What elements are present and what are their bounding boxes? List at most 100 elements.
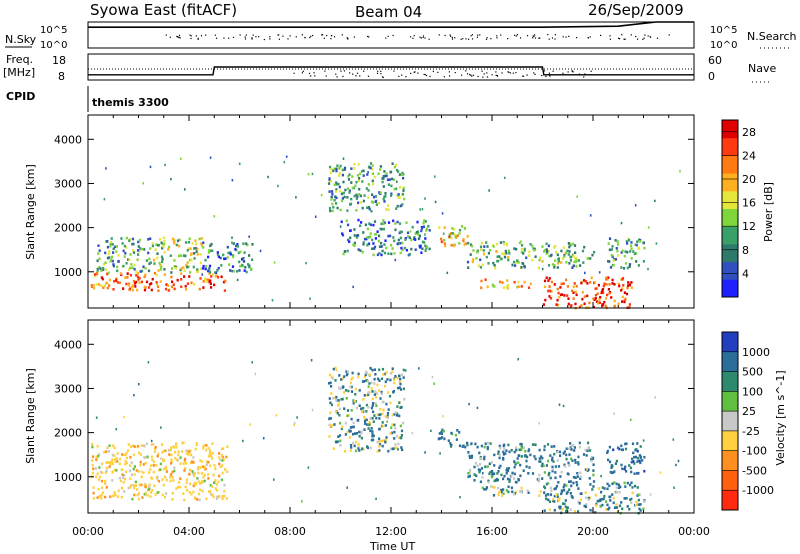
nsearch-dot	[587, 37, 589, 39]
nave-dot	[414, 71, 416, 73]
echo-cell	[634, 204, 637, 207]
echo-cell	[574, 251, 577, 254]
nave-dot	[308, 72, 311, 75]
echo-cell	[329, 381, 332, 385]
echo-cell	[348, 189, 351, 193]
echo-cell	[622, 284, 625, 287]
echo-cell	[154, 248, 157, 251]
echo-cell	[369, 367, 372, 370]
echo-cell	[458, 431, 461, 434]
echo-cell	[528, 250, 531, 254]
echo-cell	[637, 264, 640, 267]
nsearch-dot	[538, 37, 540, 39]
velocity-colorbar-tick-label: -25	[742, 425, 760, 438]
echo-cell	[574, 476, 577, 479]
echo-cell	[424, 451, 426, 454]
echo-cell	[399, 436, 402, 440]
echo-cell	[194, 497, 197, 500]
echo-cell	[503, 255, 507, 259]
echo-cell	[214, 479, 217, 482]
echo-cell	[377, 172, 380, 175]
nsearch-dot	[258, 36, 260, 38]
echo-cell	[623, 481, 626, 485]
echo-cell	[339, 421, 342, 425]
echo-cell	[113, 454, 116, 457]
x-tick-label: 08:00	[274, 525, 306, 538]
echo-cell	[194, 447, 197, 451]
echo-cell	[200, 237, 203, 240]
nsearch-dot	[422, 35, 425, 37]
echo-cell	[521, 244, 524, 247]
echo-cell	[519, 463, 522, 467]
echo-cell	[246, 243, 249, 247]
echo-cell	[142, 265, 145, 269]
velocity-colorbar-swatch	[722, 470, 738, 491]
echo-cell	[145, 259, 148, 262]
echo-cell	[503, 443, 506, 447]
nsearch-dot	[228, 37, 230, 39]
echo-cell	[150, 476, 153, 480]
echo-cell	[371, 417, 374, 420]
echo-cell	[193, 474, 196, 478]
echo-cell	[632, 250, 635, 253]
echo-cell	[192, 456, 195, 459]
echo-cell	[107, 271, 110, 275]
echo-cell	[630, 257, 633, 260]
echo-cell	[522, 252, 525, 255]
echo-cell	[508, 478, 511, 481]
echo-cell	[606, 482, 609, 486]
echo-cell	[180, 272, 183, 275]
echo-cell	[111, 458, 114, 461]
echo-cell	[523, 249, 526, 252]
echo-cell	[338, 434, 342, 437]
echo-cell	[335, 167, 338, 171]
echo-cell	[586, 449, 589, 453]
echo-cell	[163, 268, 166, 271]
echo-cell	[362, 243, 365, 246]
echo-cell	[169, 254, 172, 257]
echo-cell	[251, 243, 254, 246]
echo-cell	[195, 250, 198, 253]
echo-cell	[571, 289, 574, 293]
echo-cell	[173, 466, 176, 470]
echo-cell	[547, 482, 550, 485]
echo-cell	[614, 258, 617, 261]
echo-cell	[503, 242, 506, 246]
echo-cell	[344, 389, 348, 392]
echo-cell	[217, 275, 220, 279]
echo-cell	[387, 449, 390, 453]
echo-cell	[216, 488, 219, 492]
echo-cell	[162, 449, 165, 453]
echo-cell	[360, 407, 363, 411]
echo-cell	[608, 484, 611, 488]
echo-cell	[335, 196, 338, 200]
echo-cell	[607, 242, 610, 245]
echo-cell	[507, 443, 510, 447]
echo-cell	[553, 452, 556, 456]
echo-cell	[630, 286, 633, 289]
echo-cell	[133, 493, 136, 497]
echo-cell	[165, 470, 168, 473]
echo-cell	[96, 269, 99, 272]
echo-cell	[392, 390, 395, 393]
echo-cell	[631, 491, 634, 495]
echo-cell	[473, 479, 476, 482]
echo-cell	[545, 252, 548, 255]
echo-cell	[116, 495, 120, 498]
echo-cell	[514, 463, 517, 466]
echo-cell	[112, 251, 115, 254]
x-tick-label: 00:00	[678, 525, 710, 538]
echo-cell	[571, 242, 574, 246]
x-tick-label: 12:00	[375, 525, 407, 538]
echo-cell	[537, 266, 540, 270]
echo-cell	[221, 495, 224, 498]
echo-cell	[467, 451, 470, 454]
x-tick-label: 00:00	[72, 525, 104, 538]
echo-cell	[401, 248, 404, 252]
echo-cell	[196, 268, 199, 271]
echo-cell	[373, 220, 377, 223]
echo-cell	[607, 260, 610, 263]
echo-cell	[135, 280, 138, 284]
echo-cell	[555, 250, 558, 254]
echo-cell	[517, 280, 520, 284]
